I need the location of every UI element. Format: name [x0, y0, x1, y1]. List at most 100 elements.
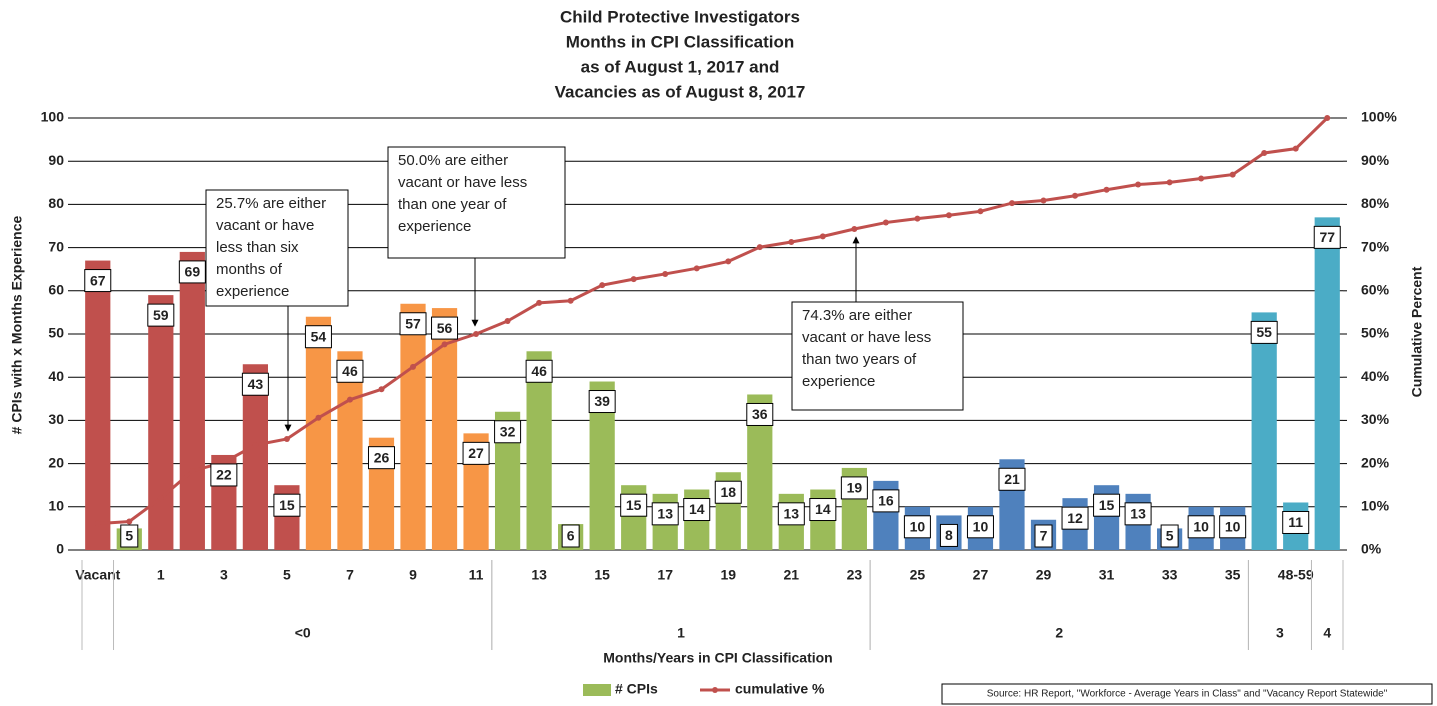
data-label-box — [178, 260, 206, 284]
y2-tick-label: 60% — [1361, 282, 1390, 298]
data-label-box — [746, 402, 774, 426]
data-label-box — [1313, 225, 1341, 249]
x-tick-label: 27 — [973, 567, 989, 583]
source-note: Source: HR Report, "Workforce - Average … — [987, 689, 1388, 700]
line-marker — [1103, 186, 1110, 193]
data-label-box — [903, 515, 931, 539]
bar — [1314, 217, 1340, 551]
data-label: 13 — [1130, 506, 1146, 522]
x-tick-label: 48-59 — [1278, 567, 1314, 583]
group-label: <0 — [295, 625, 311, 641]
data-label: 16 — [878, 493, 894, 509]
annotation-text: 74.3% are either — [802, 307, 912, 324]
line-marker — [945, 212, 952, 219]
data-label: 10 — [1193, 519, 1209, 535]
data-label: 7 — [1040, 528, 1048, 544]
data-label-box — [1282, 510, 1310, 534]
data-label: 5 — [125, 528, 133, 544]
data-label-box — [120, 524, 139, 548]
group-label: 3 — [1276, 625, 1284, 641]
x-tick-label: 7 — [346, 567, 354, 583]
data-label-box — [1250, 320, 1278, 344]
data-label: 10 — [1225, 519, 1241, 535]
annotation-text: less than six — [216, 239, 299, 256]
data-label: 32 — [500, 423, 516, 439]
line-marker — [599, 282, 606, 289]
annotation-text: than two years of — [802, 351, 917, 368]
x-tick-label: 25 — [910, 567, 926, 583]
line-marker — [630, 276, 637, 283]
legend-label: # CPIs — [615, 681, 658, 697]
data-label: 56 — [437, 320, 453, 336]
data-label-box — [1061, 506, 1089, 530]
data-label-box — [367, 446, 395, 470]
data-label-box — [1124, 502, 1152, 526]
data-label-box — [147, 303, 175, 327]
group-label: 2 — [1055, 625, 1063, 641]
annotation-text: experience — [398, 218, 471, 235]
line-marker — [882, 219, 889, 226]
line-marker — [378, 386, 385, 393]
data-label-box — [210, 463, 238, 487]
bar — [1251, 312, 1277, 550]
line-marker — [1229, 171, 1236, 178]
line-marker — [693, 265, 700, 272]
data-label: 67 — [90, 272, 106, 288]
x-tick-label: 35 — [1225, 567, 1241, 583]
y-tick-label: 100 — [41, 109, 65, 125]
data-label-box — [1034, 524, 1053, 548]
x-tick-label: 15 — [594, 567, 610, 583]
y-axis-label: # CPIs with x Months Experience — [9, 215, 25, 434]
data-label-box — [273, 493, 301, 517]
data-label: 15 — [626, 497, 642, 513]
legend-swatch — [712, 687, 718, 693]
line-marker — [410, 363, 417, 370]
annotation-box — [205, 189, 349, 307]
x-tick-label: 33 — [1162, 567, 1178, 583]
line-marker — [283, 435, 290, 442]
data-label-box — [966, 515, 994, 539]
data-label-box — [84, 269, 112, 293]
x-tick-label: 23 — [847, 567, 863, 583]
data-label-box — [714, 480, 742, 504]
x-tick-label: 29 — [1036, 567, 1052, 583]
data-label-box — [809, 498, 837, 522]
data-label-box — [525, 359, 553, 383]
bar — [400, 303, 426, 550]
x-tick-label: 5 — [283, 567, 291, 583]
data-label-box — [1187, 515, 1215, 539]
y-tick-label: 40 — [48, 368, 64, 384]
line-marker — [157, 495, 164, 502]
data-label: 43 — [248, 376, 264, 392]
data-label: 22 — [216, 467, 232, 483]
data-label: 15 — [1099, 497, 1115, 513]
chart-title: as of August 1, 2017 and — [581, 57, 780, 76]
data-label: 14 — [815, 501, 831, 517]
annotation-text: vacant or have — [216, 217, 314, 234]
source-box — [941, 683, 1433, 705]
bar — [526, 351, 552, 550]
y2-tick-label: 30% — [1361, 411, 1390, 427]
data-label: 46 — [531, 363, 547, 379]
line-marker — [725, 258, 732, 265]
y-tick-label: 80 — [48, 195, 64, 211]
bar — [148, 295, 174, 550]
data-label: 39 — [594, 393, 610, 409]
legend-swatch — [583, 684, 611, 696]
line-marker — [1040, 197, 1047, 204]
line-marker — [1198, 175, 1205, 182]
data-label: 57 — [405, 315, 421, 331]
chart-title: Vacancies as of August 8, 2017 — [555, 82, 806, 101]
data-label-box — [399, 312, 427, 336]
annotation-text: vacant or have less — [802, 329, 931, 346]
line-marker — [662, 270, 669, 277]
x-tick-label: 17 — [657, 567, 673, 583]
data-label: 26 — [374, 449, 390, 465]
line-marker — [914, 215, 921, 222]
data-label-box — [998, 467, 1026, 491]
data-label: 13 — [784, 506, 800, 522]
data-label-box — [431, 316, 459, 340]
line-marker — [94, 520, 101, 527]
data-label-box — [241, 372, 269, 396]
